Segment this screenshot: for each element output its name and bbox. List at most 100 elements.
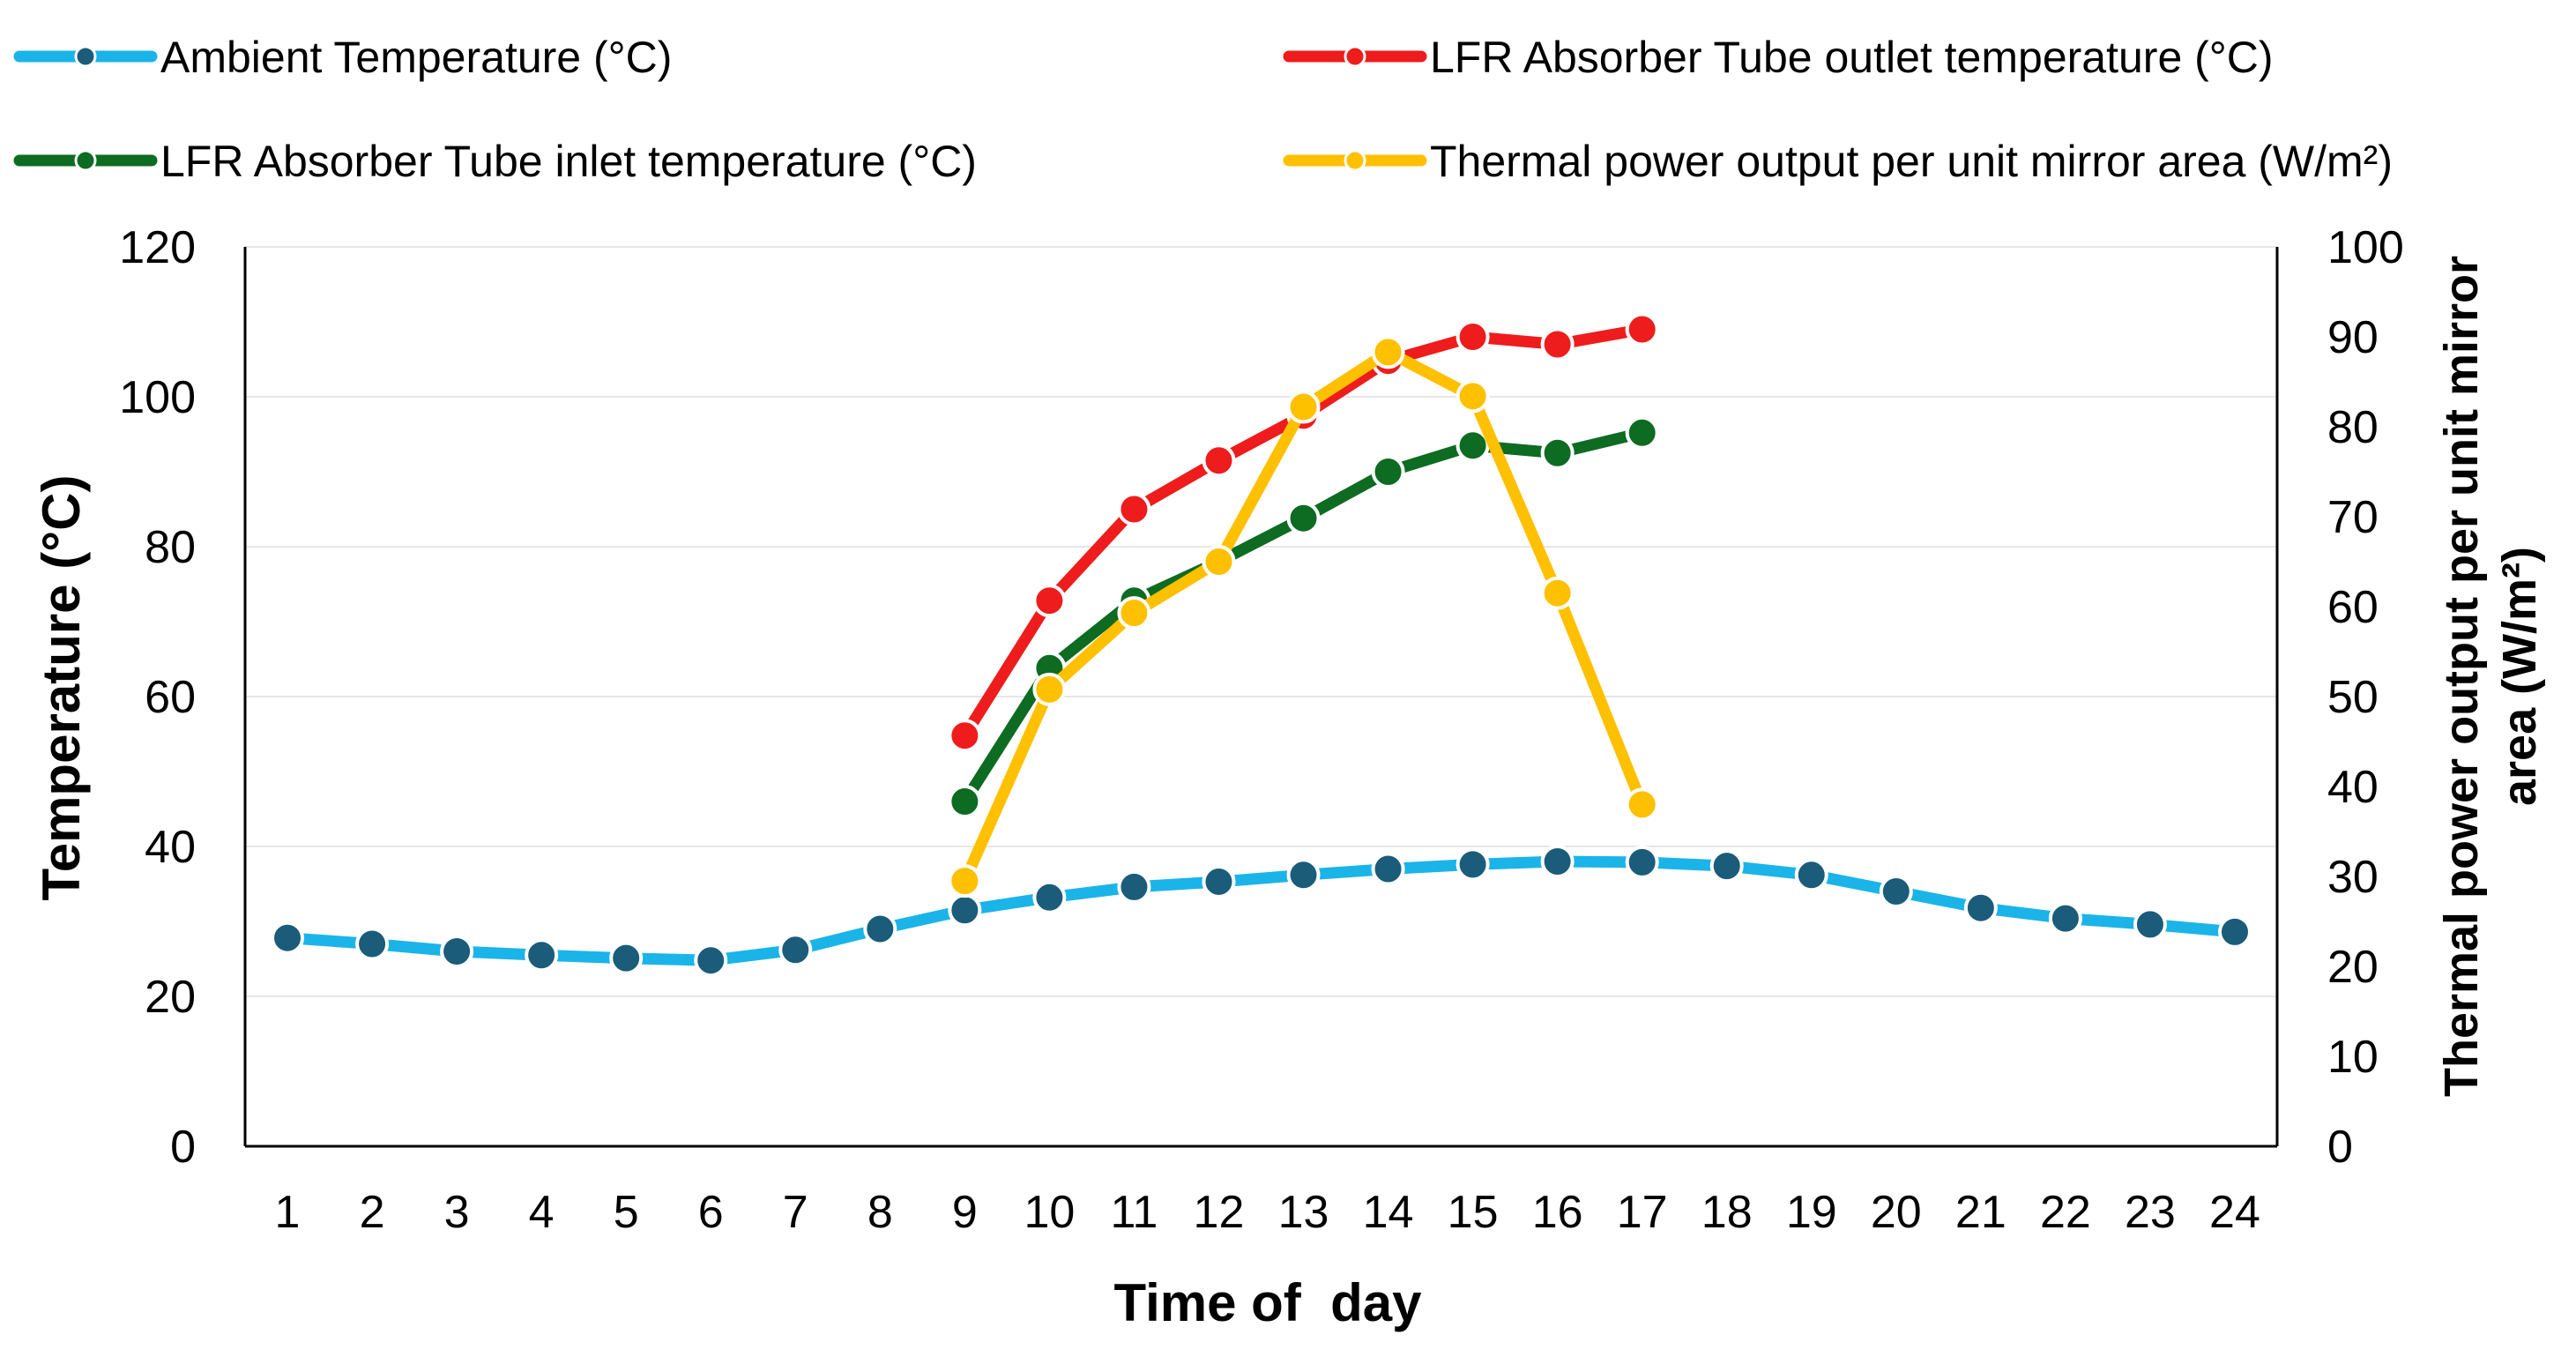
data-point-lfr-absorber-tube-inlet-temperature-c-13 xyxy=(1286,501,1321,535)
data-point-lfr-absorber-tube-outlet-temperature-c-15 xyxy=(1456,320,1490,354)
legend-swatch-marker xyxy=(74,149,97,172)
data-point-ambient-temperature-c-10 xyxy=(1032,880,1067,914)
series-line-ambient-temperature-c xyxy=(281,855,2241,966)
data-point-ambient-temperature-c-24 xyxy=(2217,914,2252,949)
data-point-ambient-temperature-c-5 xyxy=(609,941,644,975)
data-point-ambient-temperature-c-18 xyxy=(1709,849,1744,884)
data-point-ambient-temperature-c-21 xyxy=(1963,891,1998,925)
x-tick-label-4: 4 xyxy=(529,1187,555,1238)
y-tick-label-0: 0 xyxy=(170,1122,196,1173)
series-lfr-absorber-tube-inlet-temperature-c xyxy=(948,415,1659,818)
data-point-ambient-temperature-c-16 xyxy=(1540,845,1575,878)
y-tick-label-20: 20 xyxy=(145,972,196,1023)
series-thermal-power-output-per-unit-mirror-area-w-m xyxy=(948,335,1659,898)
data-point-ambient-temperature-c-13 xyxy=(1286,858,1321,892)
data-point-ambient-temperature-c-9 xyxy=(948,893,982,928)
y-tick-labels: 0 20 40 60 80 100 120 xyxy=(119,222,196,1173)
data-point-lfr-absorber-tube-outlet-temperature-c-11 xyxy=(1117,492,1151,526)
data-point-lfr-absorber-tube-inlet-temperature-c-9 xyxy=(948,785,982,818)
y-tick-label-80: 80 xyxy=(145,522,196,573)
x-tick-label-3: 3 xyxy=(444,1187,470,1238)
data-point-thermal-power-output-per-unit-mirror-area-w-m-9 xyxy=(948,864,982,898)
data-point-lfr-absorber-tube-outlet-temperature-c-9 xyxy=(948,719,982,753)
x-tick-label-11: 11 xyxy=(1110,1187,1158,1238)
y2-axis-title-line1: Thermal power output per unit mirror xyxy=(2435,256,2488,1097)
y2-tick-label-0: 0 xyxy=(2327,1122,2353,1173)
data-point-ambient-temperature-c-7 xyxy=(778,933,813,967)
legend-item-thermal-power-output-per-unit-mirror-area-w-m: Thermal power output per unit mirror are… xyxy=(1283,137,2393,186)
x-tick-label-7: 7 xyxy=(783,1187,808,1238)
data-point-ambient-temperature-c-8 xyxy=(863,912,897,946)
x-tick-label-24: 24 xyxy=(2209,1187,2260,1238)
data-point-thermal-power-output-per-unit-mirror-area-w-m-11 xyxy=(1117,596,1151,630)
y2-tick-label-70: 70 xyxy=(2327,492,2379,543)
legend-label: LFR Absorber Tube outlet temperature (°C… xyxy=(1430,33,2274,82)
x-tick-label-1: 1 xyxy=(275,1187,301,1238)
y-axis-title: Temperature (°C) xyxy=(32,475,91,901)
y2-tick-label-10: 10 xyxy=(2327,1032,2379,1083)
x-tick-label-14: 14 xyxy=(1363,1187,1414,1238)
data-point-lfr-absorber-tube-outlet-temperature-c-16 xyxy=(1540,327,1575,362)
data-point-ambient-temperature-c-6 xyxy=(694,943,728,978)
data-point-lfr-absorber-tube-outlet-temperature-c-12 xyxy=(1202,444,1236,478)
legend-item-ambient-temperature-c: Ambient Temperature (°C) xyxy=(13,33,672,82)
data-point-lfr-absorber-tube-inlet-temperature-c-16 xyxy=(1540,436,1575,470)
data-point-thermal-power-output-per-unit-mirror-area-w-m-16 xyxy=(1540,576,1575,610)
data-point-ambient-temperature-c-12 xyxy=(1202,864,1236,898)
data-point-ambient-temperature-c-20 xyxy=(1879,875,1913,908)
y2-tick-label-60: 60 xyxy=(2327,582,2379,633)
data-point-thermal-power-output-per-unit-mirror-area-w-m-10 xyxy=(1032,672,1067,706)
x-tick-labels: 1 2 3 4 5 6 7 8 9 10 11 12 13 14 15 16 17 18 19 20 21 22 23 24 xyxy=(275,1187,2260,1238)
x-tick-label-5: 5 xyxy=(614,1187,639,1238)
legend-label: Thermal power output per unit mirror are… xyxy=(1430,137,2393,186)
x-tick-label-8: 8 xyxy=(867,1187,893,1238)
data-point-ambient-temperature-c-14 xyxy=(1371,852,1405,886)
data-point-lfr-absorber-tube-outlet-temperature-c-10 xyxy=(1032,584,1067,618)
x-tick-label-18: 18 xyxy=(1701,1187,1753,1238)
data-point-thermal-power-output-per-unit-mirror-area-w-m-15 xyxy=(1456,379,1490,414)
data-point-lfr-absorber-tube-outlet-temperature-c-17 xyxy=(1625,312,1659,347)
x-tick-label-23: 23 xyxy=(2125,1187,2176,1238)
y2-tick-labels: 0 10 20 30 40 50 60 70 80 90 100 xyxy=(2327,222,2404,1173)
y2-tick-label-50: 50 xyxy=(2327,672,2379,723)
x-tick-label-19: 19 xyxy=(1786,1187,1837,1238)
legend-swatch-marker xyxy=(1344,149,1366,172)
x-tick-label-10: 10 xyxy=(1024,1187,1075,1238)
data-point-thermal-power-output-per-unit-mirror-area-w-m-14 xyxy=(1371,335,1405,369)
data-point-ambient-temperature-c-1 xyxy=(271,921,305,955)
x-tick-label-13: 13 xyxy=(1278,1187,1329,1238)
y-tick-label-120: 120 xyxy=(119,222,196,273)
y2-tick-label-100: 100 xyxy=(2327,222,2404,273)
x-tick-label-15: 15 xyxy=(1448,1187,1499,1238)
data-point-ambient-temperature-c-17 xyxy=(1625,845,1659,879)
x-tick-label-22: 22 xyxy=(2040,1187,2091,1238)
data-point-ambient-temperature-c-3 xyxy=(440,935,474,968)
legend-item-lfr-absorber-tube-inlet-temperature-c: LFR Absorber Tube inlet temperature (°C) xyxy=(13,137,977,186)
x-tick-label-21: 21 xyxy=(1955,1187,2006,1238)
x-tick-label-6: 6 xyxy=(698,1187,724,1238)
data-point-ambient-temperature-c-15 xyxy=(1456,847,1490,882)
y-tick-label-100: 100 xyxy=(119,372,196,423)
y2-axis-title-line2: area (W/m²) xyxy=(2493,547,2546,806)
data-point-ambient-temperature-c-19 xyxy=(1794,858,1828,892)
y-tick-label-60: 60 xyxy=(145,672,196,723)
data-point-ambient-temperature-c-2 xyxy=(355,927,390,961)
x-tick-label-20: 20 xyxy=(1871,1187,1922,1238)
x-tick-label-17: 17 xyxy=(1617,1187,1668,1238)
plot-frame xyxy=(243,247,2279,1148)
legend-swatch-marker xyxy=(1344,45,1366,68)
x-tick-label-2: 2 xyxy=(360,1187,385,1238)
gridlines xyxy=(245,246,2277,997)
series-ambient-temperature-c xyxy=(271,845,2252,978)
data-point-thermal-power-output-per-unit-mirror-area-w-m-13 xyxy=(1286,390,1321,424)
x-tick-label-12: 12 xyxy=(1194,1187,1245,1238)
data-point-ambient-temperature-c-4 xyxy=(525,938,559,973)
data-point-thermal-power-output-per-unit-mirror-area-w-m-17 xyxy=(1625,787,1659,822)
y2-tick-label-40: 40 xyxy=(2327,762,2379,813)
legend-swatch-marker xyxy=(74,45,97,68)
y2-tick-label-90: 90 xyxy=(2327,312,2379,363)
y2-tick-label-20: 20 xyxy=(2327,942,2379,993)
legend-label: Ambient Temperature (°C) xyxy=(160,33,672,82)
data-point-ambient-temperature-c-23 xyxy=(2133,907,2167,942)
legend-label: LFR Absorber Tube inlet temperature (°C) xyxy=(160,137,977,186)
